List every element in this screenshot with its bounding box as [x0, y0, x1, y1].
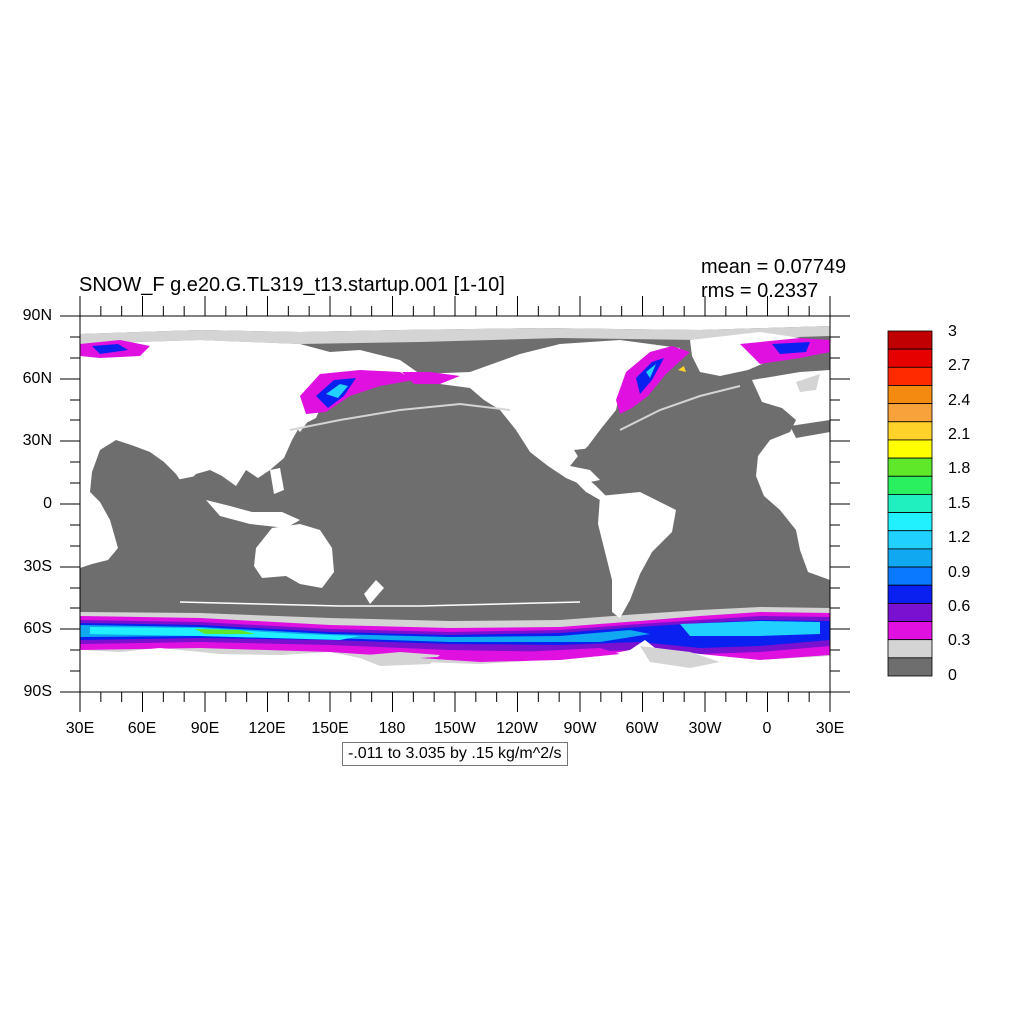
colorbar-swatch [887, 421, 933, 441]
philippines-land [270, 468, 284, 494]
colorbar-label: 0.9 [948, 564, 971, 581]
colorbar-label: 0.6 [948, 598, 971, 615]
colorbar-swatch [887, 548, 933, 568]
lon-label: 0 [762, 720, 772, 737]
colorbar-label: 0 [948, 667, 957, 684]
lon-label: 60W [625, 720, 659, 737]
southern-snow-blue [80, 620, 830, 648]
colorbar [887, 330, 933, 677]
colorbar-label: 2.4 [948, 392, 971, 409]
lon-label: 30E [815, 720, 845, 737]
colorbar-swatch [887, 457, 933, 477]
colorbar-swatch [887, 530, 933, 550]
lat-label: 60S [23, 620, 52, 637]
lon-label: 90W [563, 720, 597, 737]
colorbar-swatch [887, 584, 933, 604]
eurasia-africa-land [80, 340, 420, 568]
lat-label: 90N [22, 307, 52, 324]
arabian-sea [110, 462, 150, 500]
southern-snow-green [195, 629, 255, 634]
lon-ticks [79, 296, 831, 712]
colorbar-swatch [887, 475, 933, 495]
weddell-ice [640, 646, 720, 668]
alaska-snow [402, 372, 460, 384]
indonesia-land [206, 500, 300, 528]
colorbar-label: 2.7 [948, 357, 971, 374]
colorbar-swatch [887, 512, 933, 532]
colorbar-swatch [887, 439, 933, 459]
contour-info-box: -.011 to 3.035 by .15 kg/m^2/s [342, 742, 568, 766]
canada-snow-cyan [646, 364, 656, 378]
lon-label: 150E [311, 720, 349, 737]
southern-snow-cyan-2 [680, 621, 820, 636]
lon-label: 120W [496, 720, 538, 737]
japan-land [290, 410, 312, 432]
colorbar-swatch [887, 566, 933, 586]
colorbar-label: 0.3 [948, 632, 971, 649]
australia-land [254, 524, 334, 588]
colorbar-swatch [887, 403, 933, 423]
lon-label: 30E [65, 720, 95, 737]
bay-of-bengal [176, 476, 206, 502]
siberia-snow-cyan [326, 384, 348, 398]
arctic-ice-band [80, 326, 830, 344]
north-america-land [420, 340, 680, 484]
lat-label: 30S [23, 558, 52, 575]
lon-label: 30W [688, 720, 722, 737]
colorbar-label: 1.8 [948, 460, 971, 477]
plot-title: SNOW_F g.e20.G.TL319_t13.startup.001 [1-… [79, 274, 505, 296]
colorbar-swatch [887, 494, 933, 513]
lat-ticks [60, 315, 850, 693]
canada-snow-yellow [678, 366, 686, 372]
colorbar-swatch [887, 348, 933, 368]
greenland-snow-blue [772, 342, 810, 354]
lat-label: 60N [22, 370, 52, 387]
canada-snow-magenta [616, 346, 690, 414]
lon-label: 90E [190, 720, 220, 737]
mediterranean [790, 420, 830, 438]
ross-ice-shelf [355, 652, 440, 666]
madagascar-land [104, 528, 114, 556]
central-america-land [572, 470, 606, 500]
north-atlantic-ice-edge [619, 385, 741, 431]
colorbar-swatch [887, 621, 933, 641]
new-zealand-land [364, 580, 384, 604]
lon-label: 150W [434, 720, 476, 737]
south-ice-edge-line [179, 601, 581, 607]
lon-label: 120E [248, 720, 286, 737]
lon-label: 60E [127, 720, 157, 737]
arctic-snow-left-blue [92, 344, 128, 354]
europe-snow [796, 374, 820, 392]
southern-snow-lightblue [80, 625, 650, 642]
europe-africa-right-land [752, 370, 830, 580]
colorbar-label: 1.2 [948, 529, 971, 546]
colorbar-label: 2.1 [948, 426, 971, 443]
arctic-land-strip [80, 316, 830, 334]
lon-label: 180 [378, 720, 406, 737]
antarctica-land [80, 640, 830, 692]
colorbar-swatch [887, 366, 933, 386]
colorbar-label: 1.5 [948, 495, 971, 512]
colorbar-swatch [887, 385, 933, 405]
colorbar-swatch [887, 330, 933, 350]
south-america-land [598, 492, 676, 618]
antarctic-coast-snow [420, 648, 620, 662]
colorbar-swatch [887, 657, 933, 677]
rms-statistic: rms = 0.2337 [701, 280, 819, 302]
gulf-of-mexico [574, 448, 600, 466]
lat-label: 90S [23, 683, 52, 700]
north-ice-edge-line [289, 402, 511, 431]
mean-statistic: mean = 0.07749 [701, 256, 847, 278]
colorbar-swatch [887, 602, 933, 622]
colorbar-label: 3 [948, 323, 957, 340]
lat-label: 0 [43, 495, 52, 512]
lat-label: 30N [22, 432, 52, 449]
colorbar-swatch [887, 639, 933, 659]
